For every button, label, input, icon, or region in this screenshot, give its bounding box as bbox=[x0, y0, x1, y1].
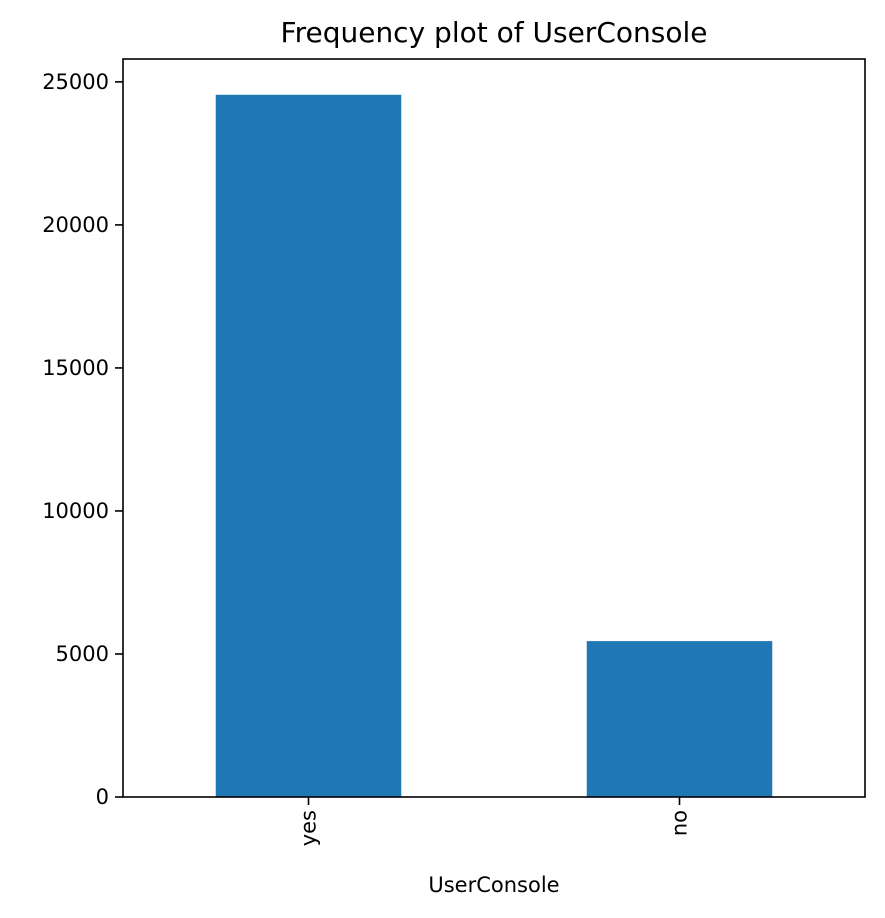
y-axis: 0 5000 10000 15000 20000 25000 bbox=[42, 70, 123, 809]
bar-yes bbox=[215, 94, 402, 798]
x-tick-label: yes bbox=[297, 810, 321, 846]
y-tick-label: 0 bbox=[96, 785, 109, 809]
bars-group bbox=[215, 94, 773, 798]
y-tick-label: 20000 bbox=[42, 213, 109, 237]
x-tick-label: no bbox=[668, 810, 692, 836]
y-tick-label: 15000 bbox=[42, 356, 109, 380]
plot-area-frame bbox=[122, 58, 866, 798]
x-axis-label: UserConsole bbox=[428, 873, 559, 897]
x-axis: yes no bbox=[297, 797, 692, 846]
chart-title: Frequency plot of UserConsole bbox=[281, 16, 708, 49]
bar-no bbox=[586, 641, 773, 797]
y-tick-label: 25000 bbox=[42, 70, 109, 94]
y-tick-label: 5000 bbox=[56, 642, 109, 666]
y-tick-label: 10000 bbox=[42, 499, 109, 523]
